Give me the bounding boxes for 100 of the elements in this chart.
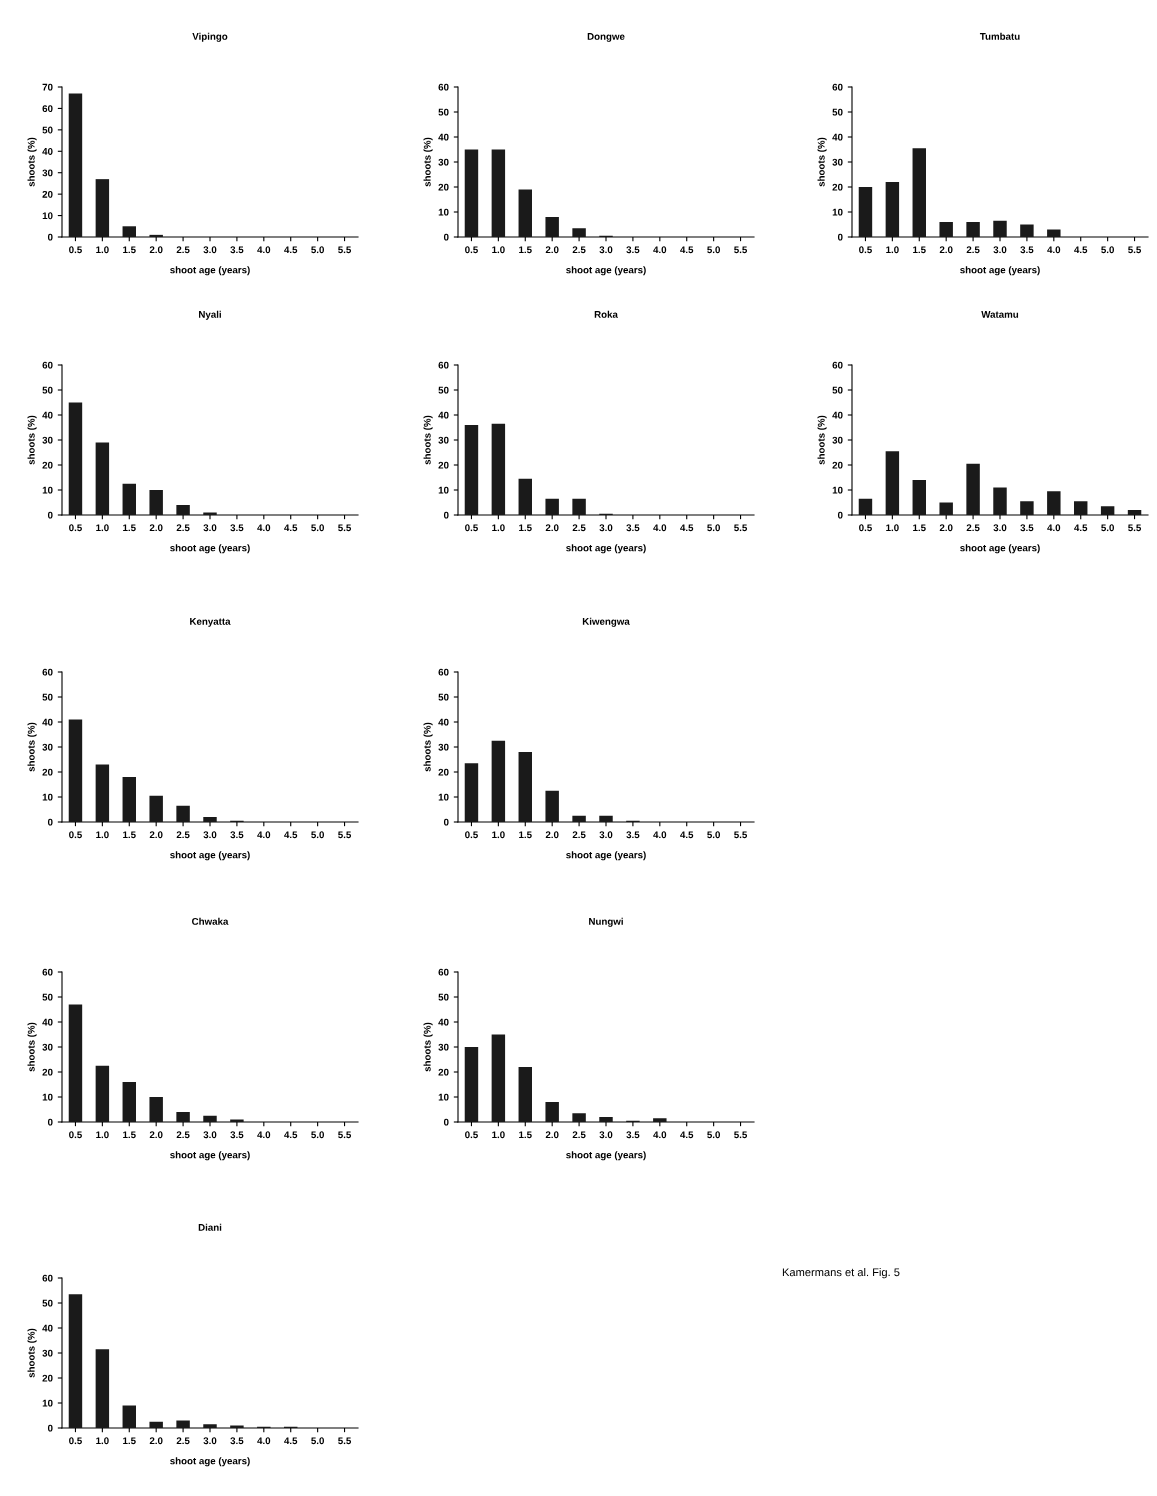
x-axis-title: shoot age (years) <box>566 1151 646 1161</box>
x-tick-label: 1.5 <box>519 246 532 254</box>
y-tick-label: 50 <box>438 993 449 1001</box>
x-tick-label: 4.0 <box>653 1131 667 1139</box>
x-tick-label: 4.5 <box>284 1437 298 1445</box>
x-tick-label: 5.5 <box>1128 524 1142 532</box>
y-tick-label: 40 <box>42 718 53 726</box>
x-tick-label: 1.5 <box>123 524 136 532</box>
x-tick-label: 2.5 <box>966 246 980 254</box>
y-tick-label: 0 <box>837 511 843 519</box>
y-tick-label: 50 <box>42 693 53 701</box>
x-tick-label: 3.5 <box>626 246 640 254</box>
bar <box>122 777 136 822</box>
bar <box>518 1067 532 1122</box>
bar <box>68 719 83 822</box>
x-tick-label: 2.0 <box>149 831 163 839</box>
bar <box>176 1112 190 1122</box>
bar <box>464 425 479 515</box>
x-tick-label: 3.5 <box>1020 524 1034 532</box>
bar <box>68 402 83 515</box>
x-tick-label: 2.5 <box>572 246 586 254</box>
y-tick-label: 10 <box>42 1093 53 1101</box>
y-tick-label: 20 <box>438 461 449 469</box>
x-tick-label: 2.5 <box>176 831 190 839</box>
x-tick-label: 0.5 <box>465 831 478 839</box>
bar <box>176 1420 190 1428</box>
x-tick-label: 4.0 <box>1047 524 1061 532</box>
chart-title: Watamu <box>981 311 1019 318</box>
x-axis-title: shoot age (years) <box>960 266 1040 276</box>
x-tick-label: 3.5 <box>230 524 244 532</box>
x-tick-label: 0.5 <box>859 246 872 254</box>
y-tick-label: 30 <box>438 743 449 751</box>
y-tick-label: 50 <box>438 693 449 701</box>
y-tick-label: 20 <box>42 1374 53 1382</box>
x-tick-label: 4.5 <box>680 1131 694 1139</box>
x-tick-label: 0.5 <box>465 1131 478 1139</box>
x-tick-label: 4.0 <box>257 1131 271 1139</box>
x-tick-label: 5.5 <box>734 246 748 254</box>
bar <box>653 1118 667 1122</box>
x-tick-label: 3.5 <box>1020 246 1034 254</box>
bar <box>149 1097 163 1122</box>
x-tick-label: 3.0 <box>203 524 217 532</box>
bar <box>518 189 532 237</box>
x-tick-label: 1.0 <box>886 524 899 532</box>
x-tick-label: 3.0 <box>599 246 613 254</box>
y-tick-label: 20 <box>832 461 843 469</box>
y-tick-label: 0 <box>443 818 449 826</box>
x-tick-label: 5.0 <box>707 1131 720 1139</box>
x-tick-label: 4.5 <box>284 1131 298 1139</box>
y-tick-label: 60 <box>438 668 449 676</box>
chart-title: Tumbatu <box>979 32 1020 40</box>
x-tick-label: 5.0 <box>707 524 720 532</box>
y-tick-label: 10 <box>832 486 843 494</box>
x-tick-label: 1.0 <box>492 524 505 532</box>
bar <box>203 1424 217 1428</box>
x-tick-label: 1.0 <box>96 1437 109 1445</box>
x-tick-label: 4.5 <box>1074 524 1088 532</box>
x-tick-label: 0.5 <box>69 1437 82 1445</box>
x-axis-title: shoot age (years) <box>960 544 1040 554</box>
y-tick-label: 30 <box>438 1043 449 1051</box>
x-tick-label: 2.0 <box>149 524 163 532</box>
x-axis-title: shoot age (years) <box>566 544 646 554</box>
y-tick-label: 20 <box>438 183 449 191</box>
y-tick-label: 60 <box>42 361 53 369</box>
x-tick-label: 5.0 <box>1101 246 1114 254</box>
bar <box>939 502 953 515</box>
x-tick-label: 2.0 <box>149 1131 163 1139</box>
x-tick-label: 2.5 <box>176 246 190 254</box>
chart-title: Nyali <box>199 310 221 320</box>
x-tick-label: 4.0 <box>257 524 271 532</box>
x-tick-label: 3.0 <box>203 1131 217 1139</box>
x-tick-label: 5.5 <box>338 1437 352 1445</box>
x-tick-label: 3.5 <box>230 246 244 254</box>
x-tick-label: 1.0 <box>492 831 505 839</box>
x-tick-label: 2.0 <box>545 524 559 532</box>
x-axis-title: shoot age (years) <box>566 266 646 276</box>
y-tick-label: 50 <box>438 108 449 116</box>
x-tick-label: 5.5 <box>1128 246 1142 254</box>
y-axis-title: shoots (%) <box>817 137 827 187</box>
x-tick-label: 3.0 <box>203 1437 217 1445</box>
x-tick-label: 4.5 <box>284 831 298 839</box>
x-axis-title: shoot age (years) <box>170 544 250 554</box>
x-tick-label: 4.5 <box>680 246 694 254</box>
bar <box>545 217 559 237</box>
bar <box>464 763 479 822</box>
y-tick-label: 60 <box>42 668 53 676</box>
bar <box>912 148 926 237</box>
x-axis-title: shoot age (years) <box>170 266 250 276</box>
x-tick-label: 0.5 <box>69 246 82 254</box>
bar <box>1047 229 1061 237</box>
x-tick-label: 5.5 <box>338 246 352 254</box>
bar <box>518 752 532 822</box>
bar <box>545 790 559 822</box>
y-tick-label: 10 <box>832 208 843 216</box>
x-tick-label: 1.0 <box>96 246 109 254</box>
y-tick-label: 10 <box>438 1093 449 1101</box>
bar <box>518 478 532 515</box>
bar <box>95 764 110 822</box>
bar <box>491 1034 506 1122</box>
y-tick-label: 40 <box>438 133 449 141</box>
